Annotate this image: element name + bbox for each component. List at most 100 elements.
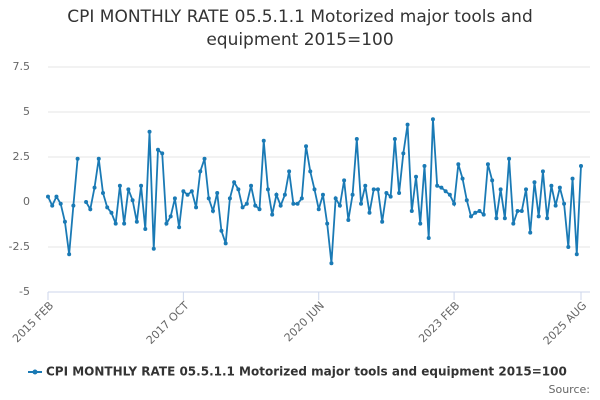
point (46, 194, 50, 199)
point (562, 201, 567, 206)
point (164, 221, 169, 226)
point (409, 209, 414, 213)
point (557, 185, 562, 190)
point (282, 192, 287, 197)
point (113, 221, 118, 226)
point (435, 183, 440, 188)
point (498, 187, 503, 192)
point (570, 176, 575, 181)
point (177, 225, 182, 230)
x-tick-label: 2017 OCT (144, 299, 192, 347)
point (274, 192, 279, 197)
point (473, 210, 478, 215)
point (287, 169, 292, 174)
point (223, 241, 228, 246)
point (198, 169, 203, 174)
point (528, 230, 533, 235)
point (490, 178, 495, 183)
point (92, 185, 97, 190)
point (109, 210, 114, 215)
point (130, 198, 135, 203)
point (329, 261, 334, 266)
point (253, 203, 258, 208)
point (71, 203, 76, 208)
point (422, 164, 427, 168)
point (139, 183, 144, 188)
point (536, 214, 541, 219)
point (185, 192, 190, 197)
point (54, 194, 59, 199)
y-tick-label: 7.5 (13, 60, 31, 73)
point (312, 187, 317, 192)
point (261, 138, 266, 143)
point (147, 129, 152, 134)
point (316, 207, 321, 212)
point (227, 196, 232, 201)
y-tick-label: -5 (19, 285, 30, 298)
point (96, 156, 101, 161)
point (215, 191, 220, 195)
point (265, 187, 270, 192)
x-tick-label: 2020 JUN (282, 299, 327, 344)
point (524, 187, 529, 192)
point (308, 169, 313, 174)
point (143, 227, 148, 231)
point (240, 205, 245, 210)
point (155, 147, 160, 152)
point (232, 180, 237, 185)
point (502, 216, 507, 221)
point (126, 187, 131, 192)
point (485, 162, 490, 167)
chart-title: CPI MONTHLY RATE 05.5.1.1 Motorized majo… (67, 7, 533, 50)
point (511, 221, 516, 226)
point (414, 174, 419, 179)
point (532, 180, 537, 185)
point (388, 194, 393, 199)
point (219, 228, 224, 233)
point (257, 207, 262, 212)
point (384, 191, 389, 195)
point (58, 201, 63, 206)
point (299, 196, 304, 201)
point (160, 151, 165, 156)
point (481, 212, 486, 217)
point (418, 221, 423, 226)
point (134, 219, 139, 224)
point (278, 203, 283, 208)
point (515, 209, 520, 213)
point (325, 221, 330, 226)
point (117, 183, 122, 188)
point (430, 117, 435, 122)
point (350, 192, 355, 197)
point (545, 216, 550, 221)
point (62, 219, 67, 224)
legend-marker (32, 369, 38, 375)
point (443, 189, 448, 194)
point (206, 196, 211, 201)
point (67, 252, 72, 257)
y-tick-label: -2.5 (9, 240, 30, 253)
point (519, 209, 524, 213)
point (249, 183, 254, 188)
point (84, 200, 89, 204)
point (452, 201, 457, 206)
point (553, 203, 558, 208)
point (244, 201, 249, 206)
point (464, 198, 469, 203)
point (304, 144, 309, 149)
point (380, 219, 385, 224)
point (168, 214, 173, 219)
point (236, 187, 241, 192)
point (363, 183, 368, 188)
point (367, 210, 372, 215)
point (397, 191, 402, 195)
point (100, 191, 105, 195)
point (291, 201, 296, 206)
point (181, 189, 186, 194)
y-tick-label: 2.5 (13, 150, 31, 163)
x-tick-label: 2015 FEB (10, 299, 56, 345)
point (477, 209, 482, 213)
point (88, 207, 93, 212)
point (75, 156, 80, 161)
